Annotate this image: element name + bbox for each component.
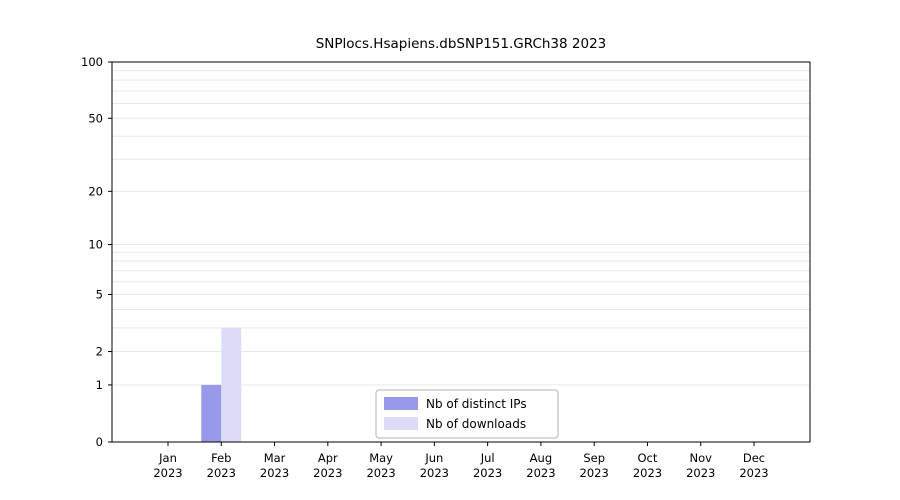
x-tick-label-month: Nov [690,451,713,465]
x-tick-label-year: 2023 [473,466,502,480]
y-tick-label: 10 [88,238,103,252]
x-tick-label-month: Aug [530,451,552,465]
bar-downloads-feb [221,327,242,442]
legend-box [375,389,559,439]
legend-swatch-downloads [384,417,418,430]
x-tick-label-month: Dec [743,451,765,465]
plot-border [111,61,811,443]
x-tick-label-month: Oct [638,451,658,465]
y-tick-label: 50 [88,111,103,125]
x-tick-label-month: Feb [211,451,231,465]
x-tick-label-year: 2023 [313,466,342,480]
y-tick-label: 2 [96,345,103,359]
x-tick-label-year: 2023 [686,466,715,480]
y-tick-label: 100 [81,55,103,69]
x-tick-label-year: 2023 [633,466,662,480]
x-tick-label-month: Apr [318,451,338,465]
y-tick-label: 0 [96,435,103,449]
x-tick-label-month: Jun [424,451,443,465]
legend-swatch-distinct-ips [384,397,418,410]
x-tick-label-year: 2023 [207,466,236,480]
y-tick-label: 5 [96,287,103,301]
x-tick-label-month: Jul [480,451,495,465]
y-tick-label: 1 [96,378,103,392]
y-tick-label: 20 [88,184,103,198]
x-tick-label-year: 2023 [526,466,555,480]
legend-label-distinct-ips: Nb of distinct IPs [426,397,527,411]
x-tick-label-year: 2023 [153,466,182,480]
x-tick-label-year: 2023 [260,466,289,480]
x-tick-label-month: Jan [158,451,177,465]
x-tick-label-month: Mar [264,451,286,465]
bar-distinct-ips-feb [201,384,222,442]
x-tick-label-year: 2023 [580,466,609,480]
legend-label-downloads: Nb of downloads [426,417,526,431]
x-tick-label-year: 2023 [420,466,449,480]
chart-title: SNPlocs.Hsapiens.dbSNP151.GRCh38 2023 [315,36,607,52]
x-tick-label-month: May [369,451,393,465]
x-tick-label-month: Sep [583,451,605,465]
x-tick-label-year: 2023 [366,466,395,480]
x-tick-label-year: 2023 [739,466,768,480]
